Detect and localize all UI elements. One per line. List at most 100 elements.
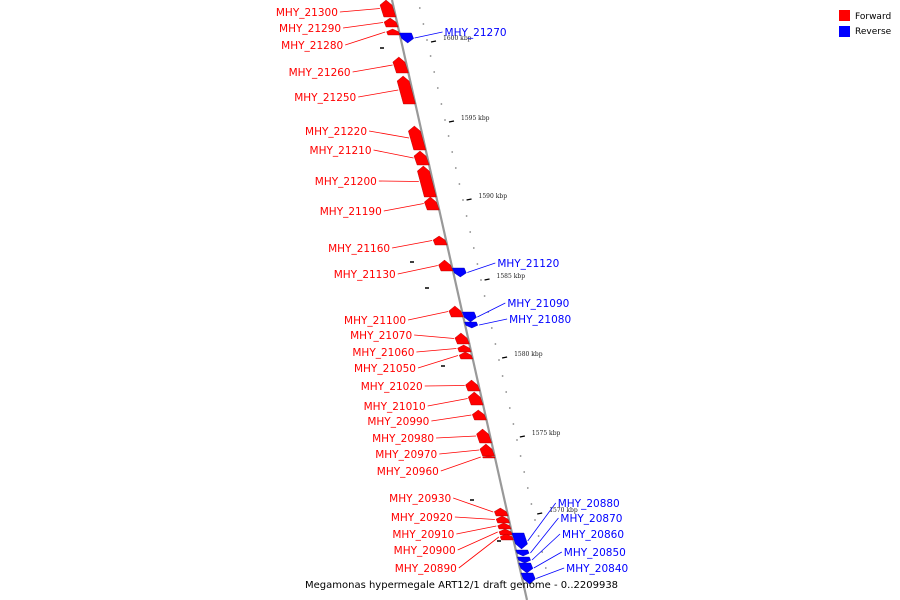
gene-label[interactable]: MHY_20890 — [395, 563, 457, 575]
gene-arrow[interactable] — [499, 533, 514, 541]
gene-label[interactable]: MHY_21020 — [361, 381, 423, 393]
gene-arrow[interactable] — [413, 150, 430, 166]
ruler-dot — [526, 487, 529, 489]
gene-arrow[interactable] — [448, 305, 464, 318]
gene-label[interactable]: MHY_21050 — [354, 363, 416, 375]
gene-label[interactable]: MHY_21100 — [344, 315, 406, 327]
gene-arrow[interactable] — [518, 562, 534, 574]
gene-label[interactable]: MHY_20970 — [375, 449, 437, 461]
gene-label[interactable]: MHY_20880 — [558, 498, 620, 510]
gene-arrow[interactable] — [461, 311, 477, 323]
gene-arrow[interactable] — [454, 332, 470, 345]
label-leader — [427, 398, 468, 407]
gene-arrow[interactable] — [515, 549, 530, 557]
gene-arrow[interactable] — [520, 572, 536, 585]
label-leader — [533, 551, 562, 569]
gene-label[interactable]: MHY_21010 — [364, 401, 426, 413]
gene-label[interactable]: MHY_20990 — [367, 416, 429, 428]
ruler-dot — [505, 391, 508, 393]
gene-arrow[interactable] — [482, 455, 496, 459]
gene-label[interactable]: MHY_21160 — [328, 243, 390, 255]
gene-label[interactable]: MHY_21090 — [507, 298, 569, 310]
gene-label[interactable]: MHY_20850 — [564, 547, 626, 559]
gene-arrow[interactable] — [479, 443, 495, 457]
gene-label[interactable]: MHY_20870 — [560, 513, 622, 525]
label-leader — [530, 517, 559, 554]
gene-label[interactable]: MHY_20860 — [562, 529, 624, 541]
label-leader — [431, 414, 472, 422]
label-leader — [397, 265, 438, 275]
tick-mark — [430, 40, 437, 43]
gene-label[interactable]: MHY_20930 — [389, 493, 451, 505]
tick-mark — [484, 278, 490, 281]
gene-labels: MHY_21300 MHY_21290 MHY_21280 MHY_21270 MHY_… — [276, 7, 628, 575]
label-leader — [467, 262, 496, 273]
legend-forward-label: Forward — [855, 12, 891, 22]
label-leader — [414, 31, 443, 39]
gene-label[interactable]: MHY_21210 — [310, 145, 372, 157]
gene-label[interactable]: MHY_20910 — [392, 529, 454, 541]
gene-arrow[interactable] — [379, 0, 397, 18]
gene-label[interactable]: MHY_21190 — [320, 206, 382, 218]
tick-label: 1570 kbp — [549, 507, 578, 514]
gene-label[interactable]: MHY_21060 — [352, 347, 414, 359]
gene-arrow[interactable] — [495, 515, 510, 524]
gene-arrow[interactable] — [472, 409, 487, 421]
label-leader — [536, 567, 565, 579]
gene-arrow[interactable] — [392, 56, 409, 74]
label-leader — [439, 449, 480, 455]
gene-label[interactable]: MHY_21250 — [294, 92, 356, 104]
gene-label[interactable]: MHY_21300 — [276, 7, 338, 19]
gene-label[interactable]: MHY_20900 — [394, 545, 456, 557]
gene-label[interactable]: MHY_21220 — [305, 126, 367, 138]
gene-arrow[interactable] — [417, 165, 437, 198]
gene-label[interactable]: MHY_21270 — [445, 27, 507, 39]
gene-arrow[interactable] — [464, 321, 479, 329]
gene-label[interactable]: MHY_21290 — [279, 23, 341, 35]
gene-arrow[interactable] — [452, 267, 467, 278]
gene-arrow[interactable] — [511, 532, 528, 550]
gene-label[interactable]: MHY_21130 — [334, 269, 396, 281]
ruler-dot — [418, 7, 421, 9]
gene-arrow[interactable] — [497, 522, 512, 530]
legend-reverse-label: Reverse — [855, 27, 892, 37]
gene-arrow[interactable] — [494, 507, 509, 517]
label-leader — [531, 533, 561, 561]
tick-label: 1595 kbp — [461, 115, 490, 122]
gene-arrow[interactable] — [386, 28, 401, 36]
gene-arrow[interactable] — [458, 351, 474, 360]
gene-arrow[interactable] — [424, 196, 440, 211]
label-leader — [527, 502, 557, 542]
gene-arrow[interactable] — [457, 344, 472, 353]
gene-arrow[interactable] — [465, 379, 481, 392]
gene-arrow[interactable] — [498, 528, 513, 536]
gene-label[interactable]: MHY_21280 — [281, 40, 343, 52]
gene-arrow[interactable] — [476, 428, 492, 444]
gene-arrow[interactable] — [399, 32, 414, 44]
ruler-dot — [490, 327, 493, 329]
ruler-dot — [530, 503, 533, 505]
gene-arrow[interactable] — [396, 75, 416, 105]
gene-arrow[interactable] — [408, 125, 427, 151]
ruler-dot — [422, 23, 425, 25]
gene-label[interactable]: MHY_20840 — [566, 563, 628, 575]
gene-arrow[interactable] — [467, 391, 484, 406]
gene-label[interactable]: MHY_21070 — [350, 330, 412, 342]
gene-label[interactable]: MHY_21080 — [509, 314, 571, 326]
gene-label[interactable]: MHY_20920 — [391, 512, 453, 524]
gene-label[interactable]: MHY_21260 — [289, 67, 351, 79]
gene-label[interactable]: MHY_21120 — [497, 258, 559, 270]
gene-arrow[interactable] — [438, 259, 454, 272]
gene-label[interactable]: MHY_20960 — [377, 466, 439, 478]
ruler-dot — [426, 39, 428, 41]
label-leader — [477, 302, 506, 318]
gene-arrow[interactable] — [432, 235, 448, 246]
gene-label[interactable]: MHY_20980 — [372, 433, 434, 445]
label-leader — [414, 334, 455, 339]
gene-label[interactable]: MHY_21200 — [315, 176, 377, 188]
gene-arrow[interactable] — [517, 556, 531, 564]
ruler-dot — [480, 279, 482, 281]
gene-arrow[interactable] — [383, 17, 399, 28]
label-leader — [424, 385, 465, 387]
